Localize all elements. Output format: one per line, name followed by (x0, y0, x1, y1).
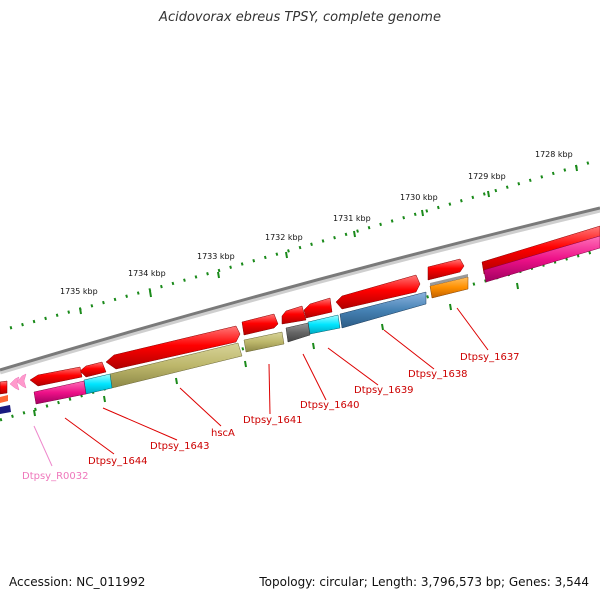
outer-scale-ticks (9, 158, 599, 330)
accession-text: Accession: NC_011992 (9, 575, 146, 589)
scale-label-1732: 1732 kbp (265, 233, 303, 242)
forward-strand-genes (0, 225, 600, 395)
gene-label-Dtpsy_R0032: Dtpsy_R0032 (22, 471, 89, 482)
reverse-strand-genes (0, 235, 600, 414)
gene-Dtpsy_1640-dark[interactable] (285, 322, 311, 343)
gene-arrow-forward[interactable] (427, 258, 465, 281)
scale-label-1734: 1734 kbp (128, 269, 166, 278)
inner-major-ticks (33, 282, 519, 417)
scale-label-1730: 1730 kbp (400, 193, 438, 202)
gene-arrow-forward[interactable] (241, 313, 279, 336)
gene-Dtpsy_1644-bar[interactable] (33, 380, 87, 405)
gene-arrow-forward[interactable] (105, 325, 241, 370)
gene-arrow-forward[interactable] (335, 274, 421, 310)
gene-label-Dtpsy_1639: Dtpsy_1639 (354, 385, 414, 396)
gene-arrow-forward[interactable] (303, 297, 333, 319)
scale-label-1729: 1729 kbp (468, 172, 506, 181)
gene-Dtpsy_1638-bar[interactable] (429, 276, 469, 299)
scale-label-1731: 1731 kbp (333, 214, 371, 223)
gene-left-navy-bar[interactable] (0, 405, 11, 414)
gene-label-Dtpsy_1644: Dtpsy_1644 (88, 456, 148, 467)
trna-arrow[interactable] (9, 376, 20, 391)
gene-label-Dtpsy_1640: Dtpsy_1640 (300, 400, 360, 411)
gene-label-Dtpsy_1643: Dtpsy_1643 (150, 441, 210, 452)
gene-Dtpsy_1643-bar[interactable] (83, 373, 113, 395)
scale-label-1735: 1735 kbp (60, 287, 98, 296)
gene-arrow-forward[interactable] (29, 366, 83, 387)
gene-left-orange-bar[interactable] (0, 395, 8, 403)
map-title: Acidovorax ebreus TPSY, complete genome (159, 10, 441, 25)
gene-Dtpsy_1641-bar[interactable] (243, 331, 285, 353)
gene-arrow-forward[interactable] (79, 361, 107, 378)
outer-major-ticks (79, 164, 578, 315)
genome-backbone-shade (0, 206, 600, 372)
gene-label-hscA: hscA (211, 428, 235, 439)
gene-arrow-forward[interactable] (0, 380, 8, 395)
gene-Dtpsy_1640-bar[interactable] (307, 314, 341, 335)
scale-label-1733: 1733 kbp (197, 252, 235, 261)
label-leader-lines (33, 307, 489, 467)
genome-backbone (0, 207, 600, 375)
genome-summary-text: Topology: circular; Length: 3,796,573 bp… (259, 575, 589, 589)
scale-label-1728: 1728 kbp (535, 150, 573, 159)
trna-arrow[interactable] (16, 373, 27, 389)
gene-arrow-forward[interactable] (281, 305, 307, 325)
gene-Dtpsy_1638-stripe (430, 274, 468, 286)
gene-label-Dtpsy_1641: Dtpsy_1641 (243, 415, 303, 426)
gene-label-Dtpsy_1637: Dtpsy_1637 (460, 352, 520, 363)
gene-Dtpsy_1639-bar[interactable] (339, 291, 427, 329)
gene-Dtpsy_1637-bar[interactable] (483, 235, 600, 283)
gene-label-Dtpsy_1638: Dtpsy_1638 (408, 369, 468, 380)
